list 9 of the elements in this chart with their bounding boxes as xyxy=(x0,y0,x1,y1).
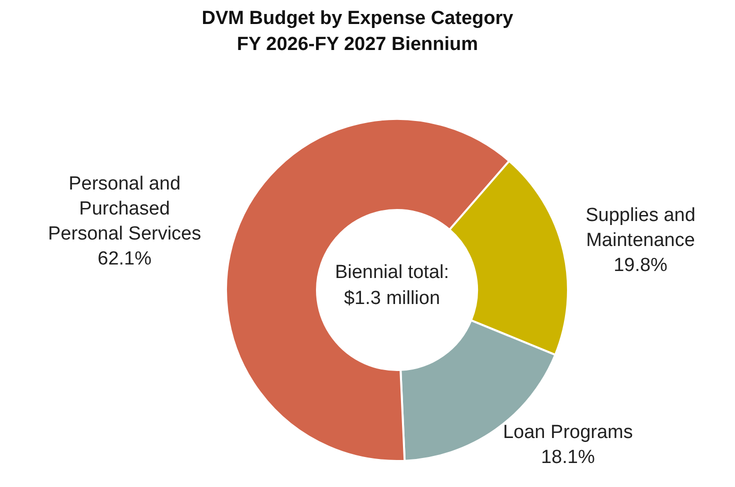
slice-label: Personal and Purchased Personal Services xyxy=(48,173,202,244)
text: Biennial total: $1.3 million xyxy=(334,262,450,309)
chart-title: DVM Budget by Expense Category xyxy=(200,7,514,31)
data-label: 62.1% xyxy=(98,248,152,270)
chart-subtitle: FY 2026-FY 2027 Biennium xyxy=(236,33,480,57)
data-label: 19.8% xyxy=(614,254,668,276)
data-label: 18.1% xyxy=(541,446,595,468)
slice-label: Supplies and Maintenance xyxy=(586,204,696,251)
slice-label: Loan Programs xyxy=(502,422,633,443)
